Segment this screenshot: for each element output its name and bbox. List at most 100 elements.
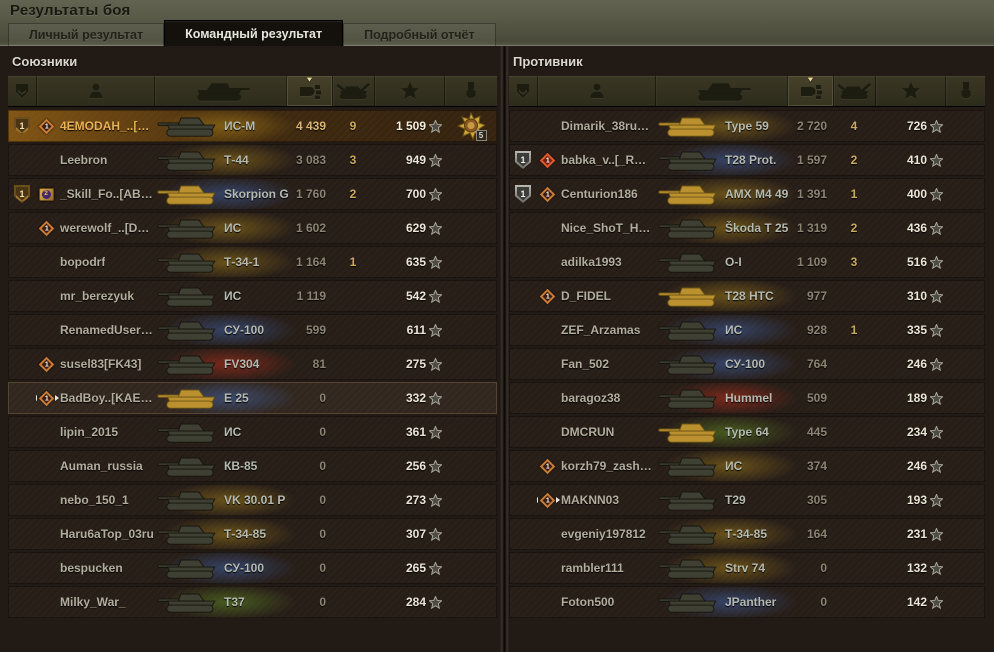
frags-icon <box>336 82 370 100</box>
table-row[interactable]: Haru6aTop_03ru Т-34-85 0 307 <box>8 518 497 550</box>
column-medals[interactable] <box>945 76 985 106</box>
table-row[interactable]: 1 1 4EMODAH_..[YKT] ИС-М 4 439 9 1 50 <box>8 110 497 142</box>
player-name: D_FIDEL <box>561 289 612 303</box>
table-row[interactable]: Fan_502 СУ-100 764 246 <box>509 348 985 380</box>
column-player[interactable] <box>36 76 154 106</box>
allies-table-header-slot: ▼ <box>8 76 497 106</box>
table-row[interactable]: lipin_2015 ИС 0 361 <box>8 416 497 448</box>
table-row[interactable]: 1 1 babka_v..[_ROM] T28 Prot. 1 597 2 <box>509 144 985 176</box>
kills-value: 9 <box>349 119 357 133</box>
table-row[interactable]: Leebron Т-44 3 083 3 949 <box>8 144 497 176</box>
tank-name: Е 25 <box>224 391 249 405</box>
class-badge-icon: 1 <box>537 456 557 476</box>
tank-name: ИС <box>725 323 743 337</box>
table-row[interactable]: Nice_ShoT_Hed_Sho.. Škoda T 25 1 319 2 4… <box>509 212 985 244</box>
table-row[interactable]: 1 1 Centurion186 AMX M4 49 1 391 1 40 <box>509 178 985 210</box>
table-row[interactable]: evgeniy197812 Т-34-85 164 231 <box>509 518 985 550</box>
column-rank[interactable] <box>8 76 36 106</box>
xp-star-icon <box>428 493 442 507</box>
xp-star-icon <box>428 187 442 201</box>
table-row[interactable]: DMCRUN Type 64 445 234 <box>509 416 985 448</box>
tank-image-icon <box>655 246 725 278</box>
damage-value: 1 119 <box>296 289 326 303</box>
table-row[interactable]: adilka1993 O-I 1 109 3 516 <box>509 246 985 278</box>
table-row[interactable]: baragoz38 Hummel 509 189 <box>509 382 985 414</box>
xp-star-icon <box>929 221 943 235</box>
xp-star-icon <box>929 391 943 405</box>
table-row[interactable]: 1 MAKNN03 T29 305 193 <box>509 484 985 516</box>
tank-name: Т37 <box>224 595 245 609</box>
column-frags[interactable] <box>833 76 875 106</box>
column-damage[interactable]: ▼ <box>286 76 332 106</box>
column-experience[interactable] <box>875 76 945 106</box>
tab-detailed-report[interactable]: Подробный отчёт <box>343 23 496 46</box>
table-row[interactable]: bopodrf Т-34-1 1 164 1 635 <box>8 246 497 278</box>
tank-image-icon <box>154 348 224 380</box>
table-row[interactable]: rambler111 Strv 74 0 132 <box>509 552 985 584</box>
xp-value: 516 <box>906 255 927 269</box>
table-row[interactable]: mr_berezyuk ИС 1 119 542 <box>8 280 497 312</box>
kills-value: 2 <box>349 187 357 201</box>
table-row[interactable]: 1 BadBoy..[KAETY] Е 25 0 332 <box>8 382 497 414</box>
table-row[interactable]: 1 korzh79_zashhit.. ИС 374 246 <box>509 450 985 482</box>
xp-value: 193 <box>906 493 927 507</box>
table-row[interactable]: bespucken СУ-100 0 265 <box>8 552 497 584</box>
column-damage[interactable]: ▼ <box>787 76 833 106</box>
xp-value: 234 <box>906 425 927 439</box>
column-player[interactable] <box>537 76 655 106</box>
tab-team-result[interactable]: Командный результат <box>164 20 344 46</box>
kills-value: 1 <box>349 255 357 269</box>
table-row[interactable]: ZEF_Arzamas ИС 928 1 335 <box>509 314 985 346</box>
tank-image-icon <box>154 110 224 142</box>
table-row[interactable]: 1 2 _Skill_Fo..[ABLE] Skorpion G 1 760 2 <box>8 178 497 210</box>
class-badge-label: 2 <box>41 189 51 199</box>
medal-count: 5 <box>475 130 487 141</box>
tank-name: JPanther <box>725 595 777 609</box>
tank-name: ИС <box>224 289 242 303</box>
player-name: DMCRUN <box>561 425 615 439</box>
xp-star-icon <box>929 153 943 167</box>
tab-personal-result[interactable]: Личный результат <box>8 23 165 46</box>
xp-star-icon <box>929 595 943 609</box>
class-badge-icon: 1 <box>537 150 557 170</box>
rank-badge-icon: 1 <box>14 185 30 203</box>
xp-value: 284 <box>405 595 426 609</box>
tank-name: Т-34-85 <box>725 527 768 541</box>
damage-value: 305 <box>806 493 827 507</box>
table-row[interactable]: Auman_russia КВ-85 0 256 <box>8 450 497 482</box>
table-row[interactable]: nebo_150_1 VK 30.01 P 0 273 <box>8 484 497 516</box>
player-name: evgeniy197812 <box>561 527 646 541</box>
table-row[interactable]: 1 D_FIDEL T28 HTC 977 310 <box>509 280 985 312</box>
xp-star-icon <box>929 357 943 371</box>
column-medals[interactable] <box>444 76 497 106</box>
table-header: ▼ <box>509 76 985 106</box>
column-rank[interactable] <box>509 76 537 106</box>
tank-image-icon <box>154 518 224 550</box>
tank-image-icon <box>154 314 224 346</box>
kills-value: 1 <box>850 187 858 201</box>
column-vehicle[interactable] <box>655 76 787 106</box>
frags-icon <box>837 82 871 100</box>
player-name: susel83[FK43] <box>60 357 142 371</box>
column-experience[interactable] <box>374 76 444 106</box>
xp-value: 256 <box>405 459 426 473</box>
table-row[interactable]: 1 werewolf_..[DU2] ИС 1 602 629 <box>8 212 497 244</box>
damage-value: 0 <box>820 561 827 575</box>
panel-divider <box>500 46 509 652</box>
table-row[interactable]: RenamedUser_2481.. СУ-100 599 611 <box>8 314 497 346</box>
player-name: ZEF_Arzamas <box>561 323 641 337</box>
damage-value: 1 164 <box>295 255 326 269</box>
table-row[interactable]: Dimarik_38rus[SIBRU] Type 59 2 720 4 726 <box>509 110 985 142</box>
allies-rows: 1 1 4EMODAH_..[YKT] ИС-М 4 439 9 1 5 0 <box>8 110 497 620</box>
xp-value: 361 <box>405 425 426 439</box>
tank-name: СУ-100 <box>725 357 765 371</box>
table-row[interactable]: Foton500 JPanther 0 142 <box>509 586 985 618</box>
table-row[interactable]: Milky_War_ Т37 0 284 <box>8 586 497 618</box>
xp-value: 1 509 <box>395 119 426 133</box>
column-frags[interactable] <box>332 76 374 106</box>
table-row[interactable]: 1 susel83[FK43] FV304 81 275 <box>8 348 497 380</box>
column-vehicle[interactable] <box>154 76 286 106</box>
damage-value: 0 <box>319 493 326 507</box>
tank-name: СУ-100 <box>224 323 264 337</box>
damage-value: 1 391 <box>796 187 827 201</box>
